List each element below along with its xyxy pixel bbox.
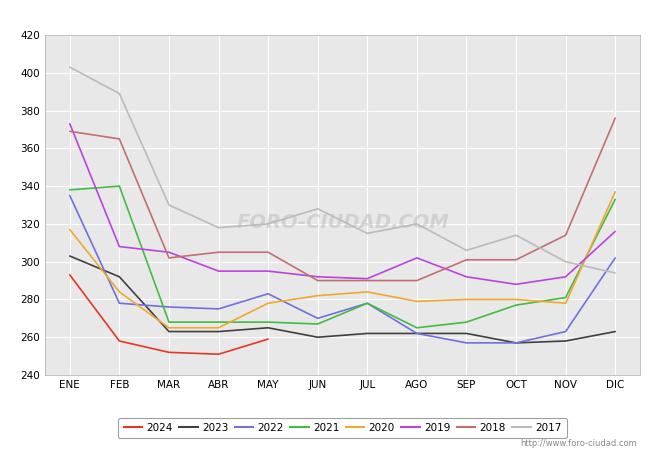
Text: Afiliados en Escañuela a 31/5/2024: Afiliados en Escañuela a 31/5/2024 bbox=[191, 8, 459, 22]
Legend: 2024, 2023, 2022, 2021, 2020, 2019, 2018, 2017: 2024, 2023, 2022, 2021, 2020, 2019, 2018… bbox=[118, 418, 567, 438]
Text: http://www.foro-ciudad.com: http://www.foro-ciudad.com bbox=[520, 439, 637, 448]
Text: FORO-CIUDAD.COM: FORO-CIUDAD.COM bbox=[236, 212, 449, 231]
